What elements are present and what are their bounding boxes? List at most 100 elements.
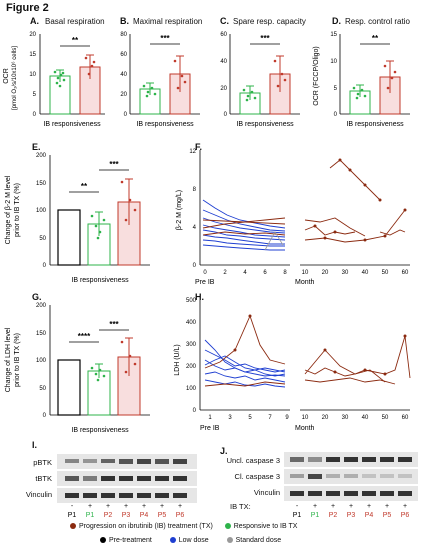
tick-label: 0	[224, 112, 228, 118]
ylabel-line2: prior to IB TX (%)	[14, 183, 21, 237]
bands-tbtk	[65, 476, 187, 481]
panel-letter: E.	[32, 142, 41, 152]
ib-tx-label: IB TX:	[230, 502, 251, 511]
blot-row-label: Vinculin	[253, 488, 280, 497]
significance: ***	[160, 34, 170, 43]
ylabel: LDH (U/L)	[174, 344, 181, 376]
ylabel-line2: prior to IB TX (%)	[14, 333, 21, 387]
bar-pretreatment	[57, 359, 81, 416]
lane-name: P5	[382, 512, 392, 519]
tx-sign: -	[70, 503, 74, 510]
chart-e: Change of β-2 M level prior to IB TX (%)…	[5, 153, 150, 284]
tick-label: 3	[228, 415, 232, 421]
lane-labels-j: IB TX: - + + + + + + P1 P1 P2 P3 P4 P5 P…	[210, 502, 425, 523]
significance: **	[372, 34, 379, 43]
tick-label: 0	[203, 270, 207, 276]
tick-label: 0	[33, 112, 37, 118]
chart-h: LDH (U/L) 0 100 200 300 400 500 1 3 5 7 …	[174, 298, 411, 432]
tx-sign: +	[366, 503, 372, 510]
tick-label: 5	[33, 92, 37, 98]
panel-letter: I.	[32, 440, 38, 450]
tick-label: 50	[382, 270, 389, 276]
ylabel-line1: Change of LDH level	[5, 327, 12, 392]
bands-vinculin	[290, 491, 412, 496]
tick-label: 4	[193, 225, 197, 231]
blot-i	[57, 454, 197, 503]
points-progression	[233, 314, 407, 376]
tick-label: 8	[193, 187, 197, 193]
panel-j: J. Uncl. caspase 3 Cl. caspase 3 Vinculi…	[210, 440, 425, 510]
lane-name: P6	[400, 512, 410, 519]
lane-name: P4	[139, 512, 149, 519]
legend-standard-dose: Standard dose	[235, 537, 282, 544]
tick-label: 40	[362, 270, 369, 276]
points-progression	[313, 158, 407, 242]
lane-name: P5	[157, 512, 167, 519]
bands-pbtk	[65, 459, 187, 464]
tick-label: 100	[186, 386, 197, 392]
tick-label: 20	[29, 32, 36, 38]
panel-title: Resp. control ratio	[345, 17, 410, 26]
significance: **	[81, 182, 88, 191]
xlabel: IB responsiveness	[136, 121, 194, 128]
panel-h: H. LDH (U/L) 0 100 200 300 400 500 1 3 5…	[165, 290, 425, 440]
tick-label: 60	[220, 32, 227, 38]
blot-row-label: tBTK	[35, 474, 52, 483]
significance: ***	[109, 320, 119, 329]
tick-label: 20	[120, 92, 127, 98]
panel-letter: F.	[195, 142, 203, 152]
lane-name: P2	[103, 512, 113, 519]
xlabel: IB responsiveness	[43, 121, 101, 128]
tick-label: 80	[120, 32, 127, 38]
lane-labels-i: - + + + + + + P1 P1 P2 P3 P4 P5 P6	[0, 503, 210, 523]
ylabel: β-2 M (mg/L)	[176, 190, 183, 230]
tick-label: 9	[285, 415, 289, 421]
points-responsive	[53, 70, 66, 88]
panel-letter: C.	[220, 16, 229, 26]
panel-g: G. Change of LDH level prior to IB TX (%…	[0, 290, 160, 440]
chart-c: 0 20 40 60 *** IB responsiveness	[220, 32, 300, 128]
significance: ***	[260, 34, 270, 43]
ylabel-line1: Change of β-2 M level	[5, 175, 12, 244]
blot-row-label: Uncl. caspase 3	[226, 456, 280, 465]
tick-label: 40	[120, 72, 127, 78]
tx-sign: +	[141, 503, 147, 510]
panel-letter: B.	[120, 16, 129, 26]
blot-row-label: pBTK	[33, 458, 52, 467]
blot-row-label: Cl. caspase 3	[234, 472, 280, 481]
tick-label: 100	[36, 208, 47, 214]
tick-label: 200	[36, 303, 47, 309]
pre-ib-label: Pre IB	[200, 425, 220, 432]
tx-sign: -	[295, 503, 299, 510]
tick-label: 60	[120, 52, 127, 58]
month-label: Month	[295, 279, 315, 286]
line-standard-dose	[264, 231, 284, 251]
lane-name: P4	[364, 512, 374, 519]
panel-c: C. Spare resp. capacity 0 20 40 60 *** I…	[210, 16, 310, 141]
panel-title: Basal respiration	[45, 17, 105, 26]
panel-b: B. Maximal respiration 0 20 40 60 80 ***…	[110, 16, 210, 141]
panel-letter: A.	[30, 16, 39, 26]
tick-label: 0	[193, 263, 197, 269]
tick-label: 1	[208, 415, 212, 421]
lane-name: P1	[67, 512, 77, 519]
tick-label: 100	[36, 358, 47, 364]
tick-label: 10	[330, 59, 337, 65]
lane-name: P1	[292, 512, 302, 519]
tick-label: 5	[248, 415, 252, 421]
tx-sign: +	[123, 503, 129, 510]
tick-label: 150	[36, 331, 47, 337]
tick-label: 10	[29, 72, 36, 78]
tick-label: 10	[302, 270, 309, 276]
tick-label: 15	[29, 52, 36, 58]
tick-label: 6	[263, 270, 267, 276]
tick-label: 50	[39, 236, 46, 242]
tick-label: 20	[220, 86, 227, 92]
progression-dot-icon	[70, 523, 76, 530]
tick-label: 40	[362, 415, 369, 421]
tick-label: 15	[330, 32, 337, 38]
tick-label: 4	[243, 270, 247, 276]
bands-uncl-caspase3	[290, 457, 412, 462]
ylabel-line2: [pmol O₂/s/10x10⁶ cells]	[11, 46, 18, 110]
lines-low-dose	[204, 339, 286, 388]
